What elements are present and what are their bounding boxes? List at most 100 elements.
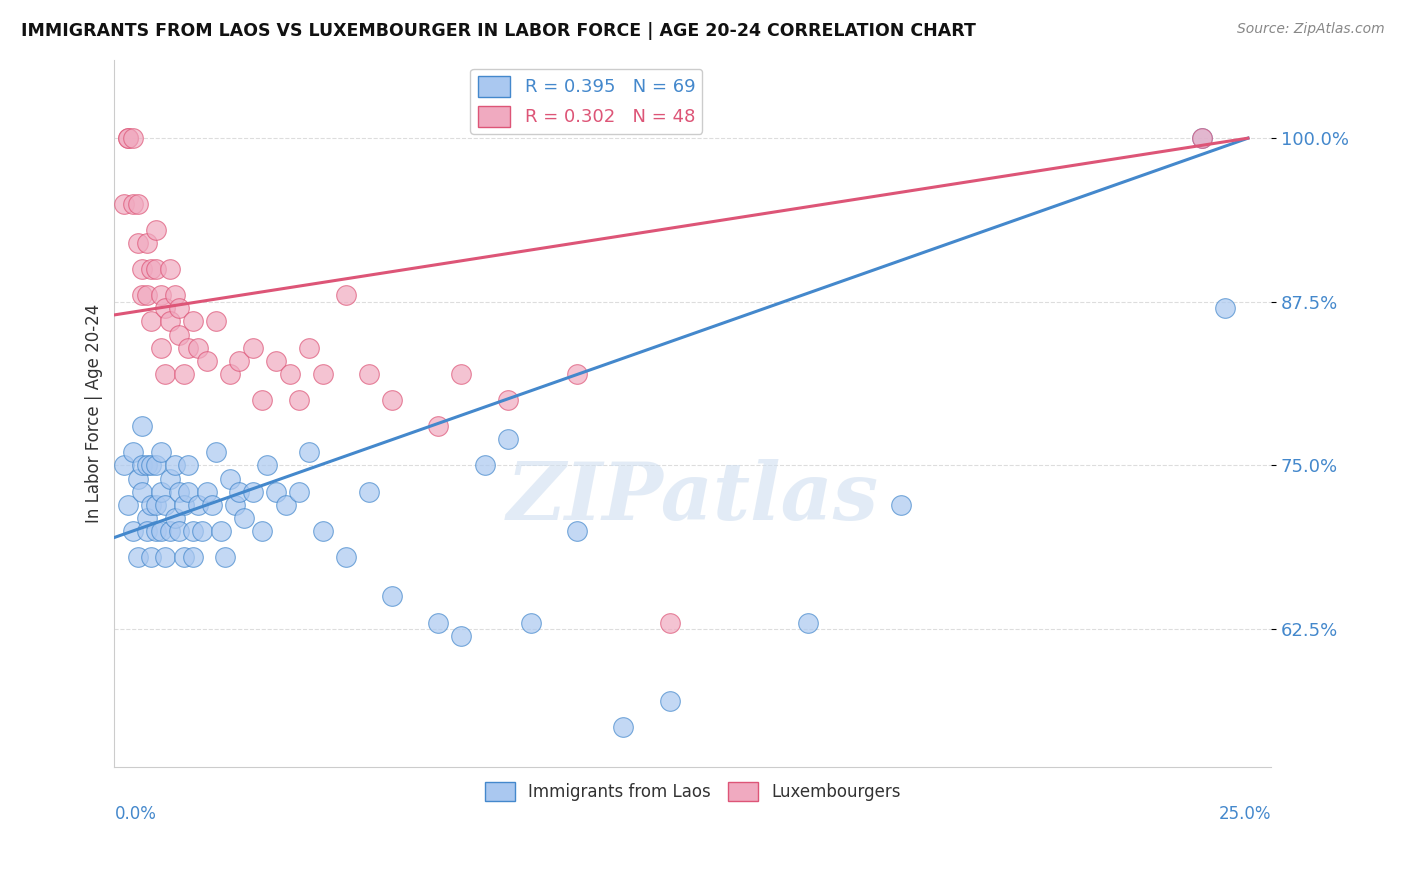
Point	[266, 353, 288, 368]
Point	[797, 615, 820, 630]
Point	[167, 484, 190, 499]
Point	[163, 511, 186, 525]
Point	[131, 458, 153, 473]
Point	[141, 550, 163, 565]
Point	[496, 392, 519, 407]
Point	[117, 498, 139, 512]
Text: IMMIGRANTS FROM LAOS VS LUXEMBOURGER IN LABOR FORCE | AGE 20-24 CORRELATION CHAR: IMMIGRANTS FROM LAOS VS LUXEMBOURGER IN …	[21, 22, 976, 40]
Point	[274, 498, 297, 512]
Point	[127, 471, 149, 485]
Point	[612, 720, 634, 734]
Text: 0.0%: 0.0%	[114, 805, 156, 823]
Point	[565, 367, 588, 381]
Point	[288, 392, 311, 407]
Point	[127, 550, 149, 565]
Point	[474, 458, 496, 473]
Point	[131, 262, 153, 277]
Point	[155, 498, 177, 512]
Point	[252, 524, 274, 538]
Point	[195, 353, 218, 368]
Point	[159, 262, 181, 277]
Point	[145, 498, 167, 512]
Point	[141, 262, 163, 277]
Point	[228, 484, 250, 499]
Point	[149, 484, 172, 499]
Point	[311, 524, 333, 538]
Point	[177, 341, 200, 355]
Point	[191, 524, 214, 538]
Point	[187, 498, 209, 512]
Point	[195, 484, 218, 499]
Point	[163, 458, 186, 473]
Point	[214, 550, 236, 565]
Point	[173, 498, 195, 512]
Point	[242, 341, 264, 355]
Point	[496, 432, 519, 446]
Point	[173, 367, 195, 381]
Point	[205, 314, 228, 328]
Point	[149, 524, 172, 538]
Point	[135, 524, 157, 538]
Point	[427, 615, 450, 630]
Point	[357, 367, 380, 381]
Point	[145, 524, 167, 538]
Point	[181, 524, 204, 538]
Point	[122, 445, 145, 459]
Text: ZIPatlas: ZIPatlas	[506, 459, 879, 537]
Point	[298, 341, 321, 355]
Point	[335, 550, 357, 565]
Point	[173, 550, 195, 565]
Point	[1191, 131, 1213, 145]
Point	[141, 314, 163, 328]
Point	[335, 288, 357, 302]
Point	[159, 471, 181, 485]
Point	[381, 590, 404, 604]
Point	[298, 445, 321, 459]
Point	[520, 615, 543, 630]
Point	[288, 484, 311, 499]
Point	[450, 367, 472, 381]
Text: 25.0%: 25.0%	[1219, 805, 1271, 823]
Point	[266, 484, 288, 499]
Point	[127, 235, 149, 250]
Point	[219, 367, 242, 381]
Point	[141, 498, 163, 512]
Point	[658, 615, 681, 630]
Point	[127, 196, 149, 211]
Point	[177, 484, 200, 499]
Point	[117, 131, 139, 145]
Point	[658, 694, 681, 708]
Point	[252, 392, 274, 407]
Point	[159, 524, 181, 538]
Point	[278, 367, 301, 381]
Point	[112, 196, 135, 211]
Point	[167, 327, 190, 342]
Point	[131, 419, 153, 434]
Point	[256, 458, 278, 473]
Point	[228, 353, 250, 368]
Y-axis label: In Labor Force | Age 20-24: In Labor Force | Age 20-24	[86, 303, 103, 523]
Point	[565, 524, 588, 538]
Point	[155, 301, 177, 316]
Point	[135, 511, 157, 525]
Point	[163, 288, 186, 302]
Point	[131, 484, 153, 499]
Legend: Immigrants from Laos, Luxembourgers: Immigrants from Laos, Luxembourgers	[478, 775, 907, 808]
Point	[242, 484, 264, 499]
Point	[187, 341, 209, 355]
Point	[1213, 301, 1236, 316]
Point	[233, 511, 256, 525]
Point	[112, 458, 135, 473]
Point	[167, 301, 190, 316]
Point	[357, 484, 380, 499]
Point	[149, 445, 172, 459]
Point	[159, 314, 181, 328]
Point	[200, 498, 222, 512]
Point	[381, 392, 404, 407]
Point	[205, 445, 228, 459]
Point	[122, 131, 145, 145]
Point	[145, 223, 167, 237]
Point	[122, 196, 145, 211]
Point	[427, 419, 450, 434]
Point	[890, 498, 912, 512]
